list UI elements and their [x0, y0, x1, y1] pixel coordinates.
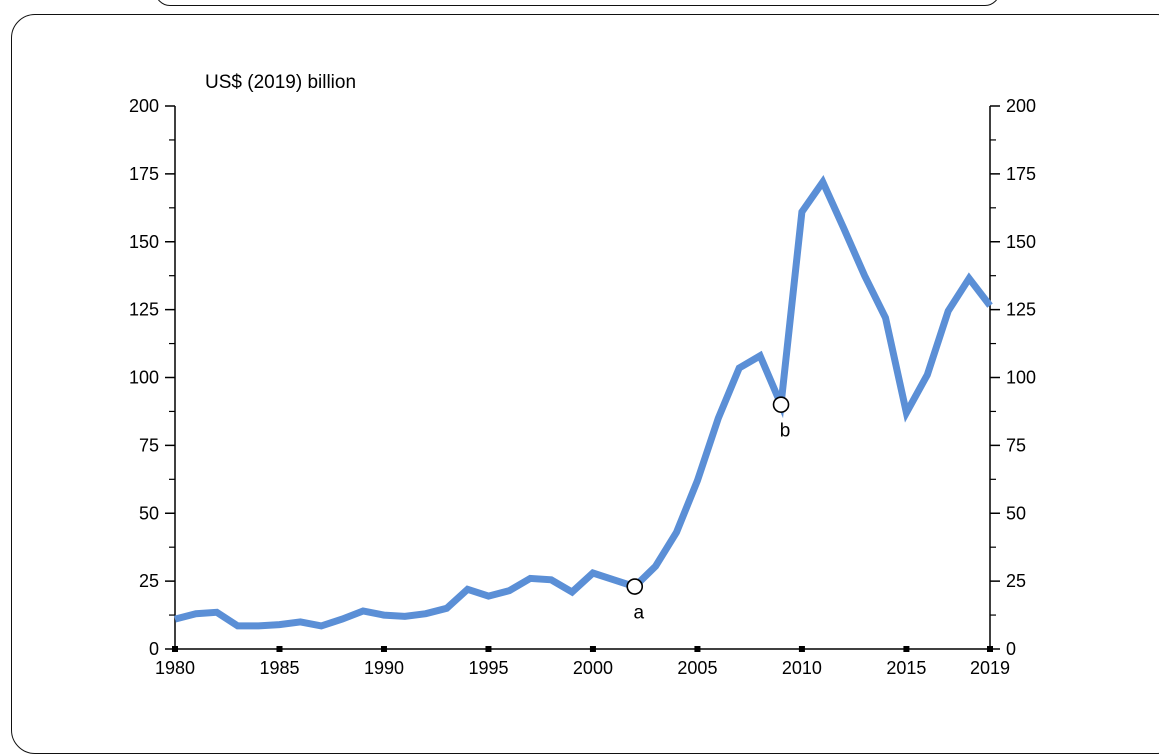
- y-tick-label-right: 50: [1006, 503, 1026, 523]
- x-tick-label: 2000: [573, 658, 613, 678]
- x-tick-mark: [694, 646, 701, 652]
- y-tick-label-left: 150: [129, 232, 159, 252]
- y-tick-label-left: 25: [139, 571, 159, 591]
- x-tick-label: 2015: [886, 658, 926, 678]
- x-tick-mark: [589, 646, 596, 652]
- x-tick-label: 1995: [468, 658, 508, 678]
- x-tick-mark: [380, 646, 387, 652]
- y-tick-label-left: 175: [129, 164, 159, 184]
- y-tick-label-right: 0: [1006, 639, 1016, 659]
- x-tick-mark: [903, 646, 910, 652]
- x-tick-label: 2019: [970, 658, 1010, 678]
- y-tick-label-left: 200: [129, 96, 159, 116]
- y-tick-label-left: 125: [129, 300, 159, 320]
- annotation-label-b: b: [780, 421, 791, 442]
- axes-layer: 0 0 25 25 50 50 75 75 100 100 125 125 150 150 175 175 20…: [129, 96, 1036, 678]
- annotation-marker-b: [772, 396, 790, 413]
- y-tick-label-right: 125: [1006, 300, 1036, 320]
- x-tick-label: 2010: [782, 658, 822, 678]
- annotations-layer: ab: [626, 396, 791, 624]
- annotation-marker-a: [626, 578, 644, 595]
- annotation-label-a: a: [633, 603, 644, 624]
- y-axis-label: US$ (2019) billion: [205, 72, 356, 93]
- y-tick-label-left: 50: [139, 503, 159, 523]
- y-tick-label-right: 100: [1006, 368, 1036, 388]
- x-tick-label: 2005: [677, 658, 717, 678]
- x-tick-mark: [485, 646, 492, 652]
- x-tick-mark: [798, 646, 805, 652]
- line-chart: 0 0 25 25 50 50 75 75 100 100 125 125 150 150 175 175 20…: [129, 72, 1036, 678]
- x-tick-label: 1980: [155, 658, 195, 678]
- y-tick-label-left: 75: [139, 435, 159, 455]
- x-tick-mark: [276, 646, 283, 652]
- series-layer: [174, 174, 993, 630]
- x-tick-label: 1985: [259, 658, 299, 678]
- series-line: [174, 174, 993, 630]
- y-tick-label-right: 150: [1006, 232, 1036, 252]
- y-tick-label-left: 100: [129, 368, 159, 388]
- y-tick-label-right: 75: [1006, 435, 1026, 455]
- x-tick-label: 1990: [364, 658, 404, 678]
- x-tick-mark: [987, 646, 993, 652]
- y-tick-label-left: 0: [149, 639, 159, 659]
- y-tick-label-right: 175: [1006, 164, 1036, 184]
- y-tick-label-right: 200: [1006, 96, 1036, 116]
- y-tick-label-right: 25: [1006, 571, 1026, 591]
- x-tick-mark: [172, 646, 178, 652]
